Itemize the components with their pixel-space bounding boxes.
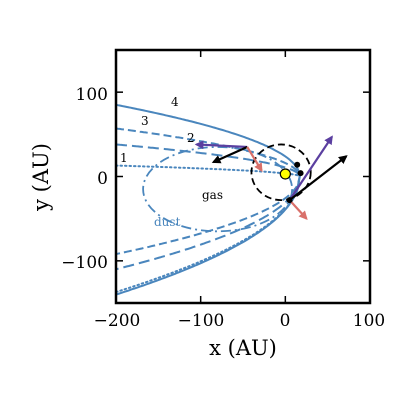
series-label-1: 1 [120,151,128,165]
x-tick-label-minus-200: −200 [94,311,141,331]
orbit-point-1 [297,170,304,177]
orbit-point-2 [286,197,293,204]
orbit-4 [116,103,301,296]
gas-orbit [250,143,312,202]
star-marker [279,168,291,180]
orbit-2 [116,143,301,271]
purple-arrow-3 [288,135,333,201]
orbit-1 [116,164,301,293]
plot-area [116,103,348,296]
red-arrow-2 [246,146,263,173]
black-arrow-1 [211,145,248,164]
black-arrow-4 [288,155,348,201]
x-axis-title: x (AU) [209,336,277,360]
y-axis-title: y (AU) [29,143,53,212]
x-tick-label-minus-100: −100 [178,311,225,331]
series-label-4: 4 [171,95,179,109]
series-label-3: 3 [141,114,149,128]
axis-ticks [115,50,371,303]
y-tick-label-0: 0 [97,169,108,189]
x-tick-label-100: 100 [353,311,385,331]
dust-label: dust [154,215,181,229]
red-arrow-5 [288,199,308,220]
plot-frame [114,48,372,305]
y-tick-label-minus-100: −100 [61,253,108,273]
orbit-point-0 [294,161,301,168]
tick-labels: −200 −100 0 100 −100 0 100 [61,85,385,331]
x-tick-label-0: 0 [280,311,291,331]
series-label-2: 2 [187,131,195,145]
purple-arrow-0 [194,140,248,150]
gas-label: gas [202,188,223,202]
dust-orbit [142,146,294,233]
y-tick-label-100: 100 [76,85,108,105]
